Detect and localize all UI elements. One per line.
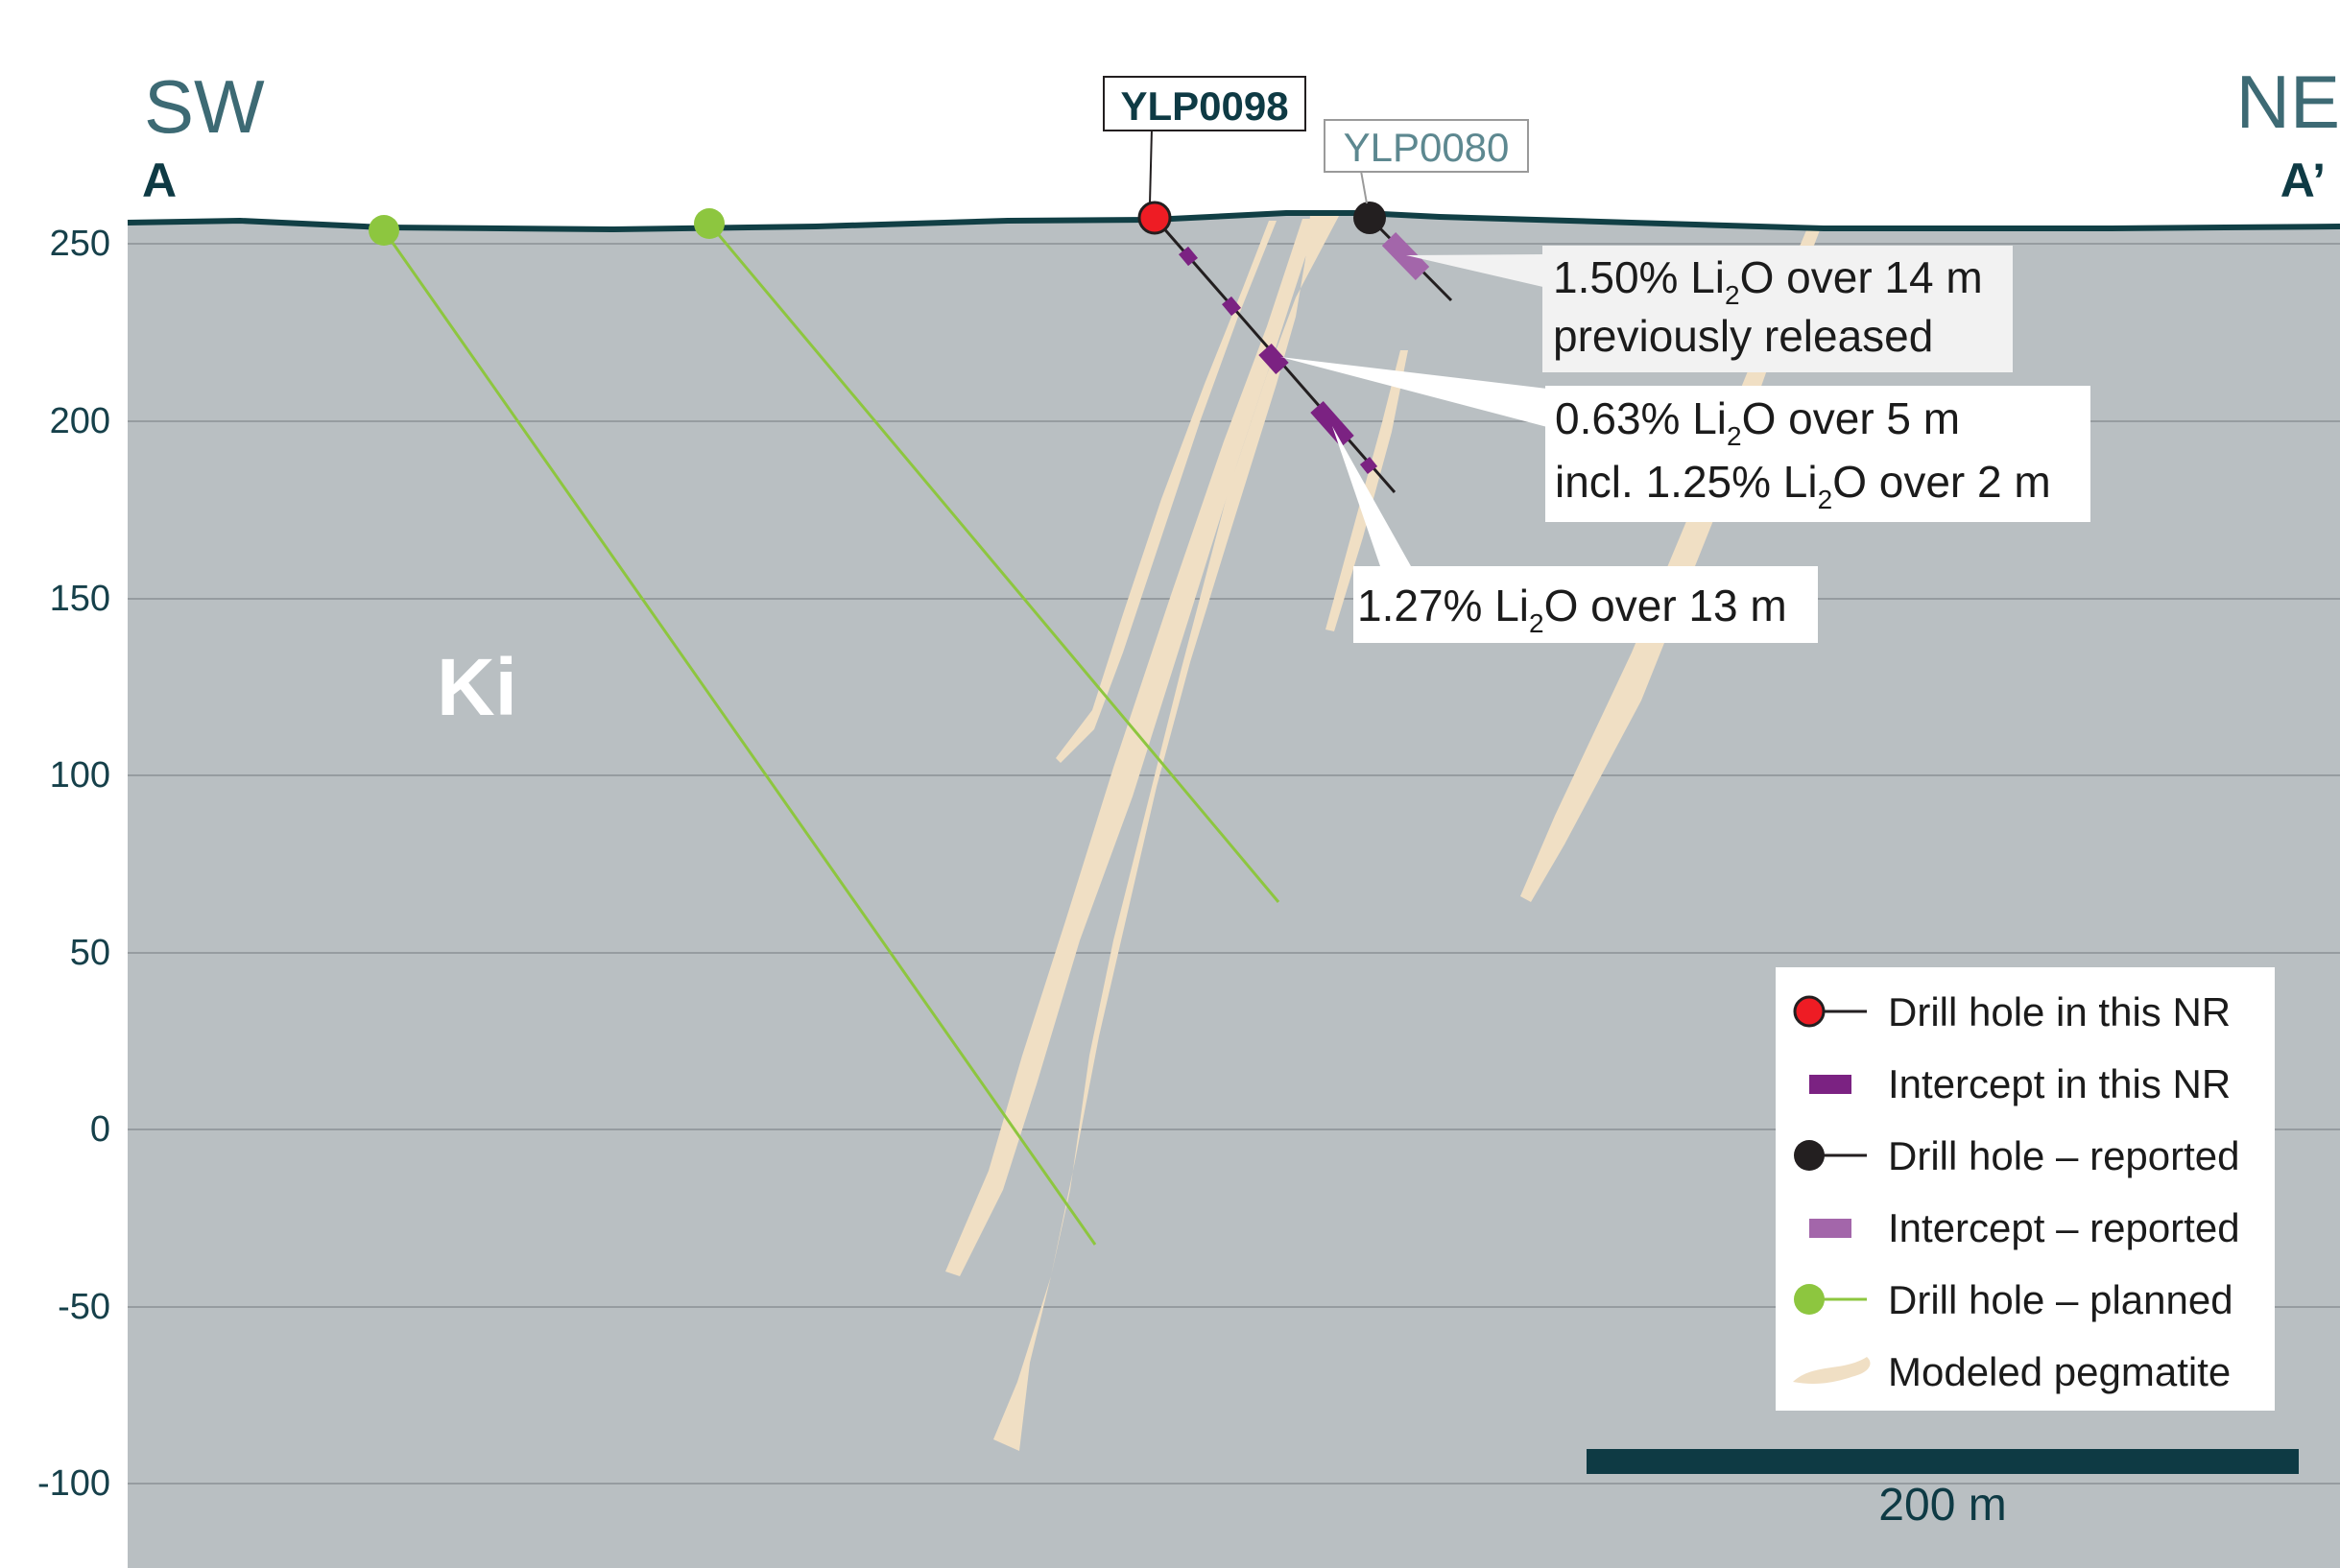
legend-current-intercept-icon bbox=[1809, 1075, 1851, 1094]
reported-hole-collar bbox=[1353, 202, 1386, 234]
current-intercept-1 bbox=[1179, 246, 1198, 267]
legend-item-drill-hole-current: Drill hole in this NR bbox=[1793, 989, 2231, 1034]
y-tick-neg100: -100 bbox=[37, 1463, 110, 1504]
legend-planned-hole-icon bbox=[1794, 1284, 1825, 1315]
y-tick-150: 150 bbox=[50, 579, 110, 619]
pegmatite-vein-1 bbox=[1056, 221, 1277, 763]
legend-item-drill-hole-planned: Drill hole – planned bbox=[1794, 1277, 2233, 1322]
svg-text:Drill hole – planned: Drill hole – planned bbox=[1888, 1277, 2233, 1322]
y-tick-50: 50 bbox=[70, 933, 110, 973]
direction-sw: SW bbox=[144, 64, 265, 149]
legend: Drill hole in this NR Intercept in this … bbox=[1776, 967, 2275, 1411]
legend-item-modeled-pegmatite: Modeled pegmatite bbox=[1793, 1349, 2231, 1394]
callout-1-pointer bbox=[1406, 254, 1547, 288]
section-point-a-prime: A’ bbox=[2280, 154, 2326, 207]
ylp0098-label: YLP0098 bbox=[1120, 83, 1288, 129]
svg-text:Modeled pegmatite: Modeled pegmatite bbox=[1888, 1349, 2231, 1394]
callout-1-line-2: previously released bbox=[1553, 311, 1933, 361]
scale-bar-label: 200 m bbox=[1878, 1480, 2006, 1531]
callout-3: 1.27% Li2O over 13 m bbox=[1353, 566, 1818, 643]
hole-label-ylp0080: YLP0080 bbox=[1324, 119, 1529, 204]
direction-ne: NE bbox=[2236, 59, 2340, 144]
reported-intercept bbox=[1381, 232, 1430, 280]
ylp0080-label: YLP0080 bbox=[1344, 125, 1510, 170]
planned-holes bbox=[369, 208, 1280, 1246]
y-tick-200: 200 bbox=[50, 401, 110, 441]
legend-current-hole-icon bbox=[1793, 995, 1826, 1028]
y-tick-neg50: -50 bbox=[58, 1287, 110, 1327]
planned-hole-1-collar bbox=[369, 215, 399, 246]
current-intercept-5 bbox=[1359, 456, 1378, 475]
planned-hole-1 bbox=[382, 229, 1097, 1246]
y-tick-250: 250 bbox=[50, 224, 110, 264]
callout-3-line-1: 1.27% Li2O over 13 m bbox=[1357, 581, 1787, 638]
legend-item-intercept-reported: Intercept – reported bbox=[1809, 1205, 2240, 1250]
callout-2-line-2: incl. 1.25% Li2O over 2 m bbox=[1555, 457, 2051, 514]
callout-3-pointer bbox=[1332, 426, 1411, 566]
y-axis-labels: 250 200 150 100 50 0 -50 -100 bbox=[37, 224, 110, 1504]
callout-1-line-1: 1.50% Li2O over 14 m bbox=[1553, 252, 1983, 310]
reported-hole-ylp0080 bbox=[1353, 202, 1453, 302]
current-hole-ylp0098 bbox=[1137, 201, 1397, 493]
legend-item-intercept-current: Intercept in this NR bbox=[1809, 1061, 2231, 1106]
current-intercept-3 bbox=[1258, 343, 1289, 375]
planned-hole-2 bbox=[707, 223, 1280, 903]
current-intercept-2 bbox=[1222, 296, 1241, 317]
topography-line bbox=[127, 210, 2340, 233]
scale-bar: 200 m bbox=[1587, 1449, 2299, 1531]
legend-reported-intercept-icon bbox=[1809, 1219, 1851, 1238]
svg-text:Drill hole – reported: Drill hole – reported bbox=[1888, 1133, 2240, 1178]
section-point-a: A bbox=[142, 154, 177, 207]
svg-text:Intercept – reported: Intercept – reported bbox=[1888, 1205, 2240, 1250]
planned-hole-2-collar bbox=[694, 208, 725, 239]
callout-2-pointer bbox=[1280, 357, 1547, 427]
hole-label-ylp0098: YLP0098 bbox=[1103, 76, 1306, 204]
callout-2-line-1: 0.63% Li2O over 5 m bbox=[1555, 393, 1960, 451]
y-tick-100: 100 bbox=[50, 755, 110, 796]
current-intercept-4 bbox=[1310, 401, 1354, 447]
current-hole-collar bbox=[1137, 201, 1172, 235]
svg-text:Drill hole in this NR: Drill hole in this NR bbox=[1888, 989, 2231, 1034]
y-tick-0: 0 bbox=[90, 1109, 110, 1150]
legend-item-drill-hole-reported: Drill hole – reported bbox=[1794, 1133, 2240, 1178]
legend-pegmatite-icon bbox=[1793, 1357, 1871, 1385]
callout-1: 1.50% Li2O over 14 m previously released bbox=[1542, 246, 2013, 372]
callout-2: 0.63% Li2O over 5 m incl. 1.25% Li2O ove… bbox=[1545, 386, 2090, 522]
svg-text:Intercept in this NR: Intercept in this NR bbox=[1888, 1061, 2231, 1106]
legend-reported-hole-icon bbox=[1794, 1140, 1825, 1171]
legend-box bbox=[1776, 967, 2275, 1411]
scale-bar-line bbox=[1587, 1449, 2299, 1474]
unit-label-ki: Ki bbox=[437, 642, 517, 732]
pegmatite-west bbox=[945, 219, 1318, 1276]
